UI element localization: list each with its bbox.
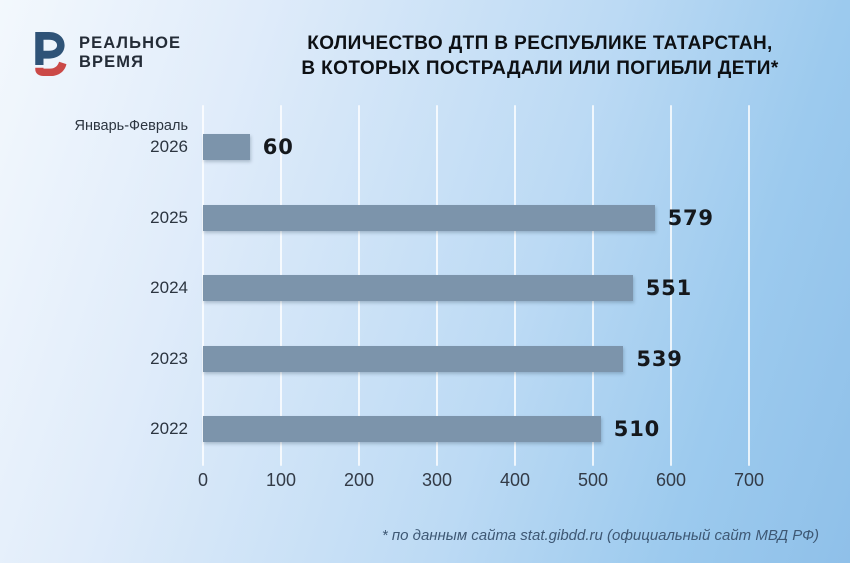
gridline-700 [748,105,750,466]
category-note: Январь-Февраль [74,118,188,134]
category-year: 2023 [150,348,188,368]
category-year: 2025 [150,207,188,227]
bar-value-label: 539 [636,346,683,371]
x-tick-label-100: 100 [265,470,297,490]
x-tick-label-400: 400 [499,470,531,490]
category-label: 2023 [20,346,188,372]
brand-name-line1: РЕАЛЬНОЕ [79,34,182,52]
chart-title-line2: В КОТОРЫХ ПОСТРАДАЛИ ИЛИ ПОГИБЛИ ДЕТИ* [301,58,779,79]
category-label: 2024 [20,275,188,301]
x-tick-label-600: 600 [655,470,687,490]
logo-letter-red [35,61,67,76]
bar-2024 [203,275,633,302]
category-label: 2022 [20,416,188,442]
x-tick-label-500: 500 [577,470,609,490]
category-label: 2026 Январь-Февраль [20,118,188,160]
x-tick-label-700: 700 [733,470,765,490]
brand-name: РЕАЛЬНОЕ ВРЕМЯ [79,29,181,72]
bar-2026 [203,134,250,160]
chart-title-line1: КОЛИЧЕСТВО ДТП В РЕСПУБЛИКЕ ТАТАРСТАН, [307,33,773,54]
category-year: 2022 [150,419,188,439]
bar-value-label: 551 [645,276,693,301]
source-footnote: * по данным сайта stat.gibdd.ru (официал… [381,527,819,544]
bar-value-label: 510 [613,417,661,442]
logo-letter-blue [35,32,65,65]
chart-title: КОЛИЧЕСТВО ДТП В РЕСПУБЛИКЕ ТАТАРСТАН, В… [262,31,818,81]
category-label: 2025 [20,205,188,231]
brand-logo: РЕАЛЬНОЕ ВРЕМЯ [27,29,181,79]
brand-logo-icon [35,32,67,76]
x-tick-label-200: 200 [343,470,375,490]
bar-2023 [203,345,624,372]
category-year: 2026 [150,137,188,156]
bar-value-label: 60 [262,135,294,159]
category-year: 2024 [150,278,188,298]
brand-name-line2: ВРЕМЯ [79,53,145,71]
gridline-600 [670,105,672,466]
bar-2025 [203,204,655,231]
x-tick-label-0: 0 [197,470,208,490]
bar-2022 [203,416,601,443]
bar-value-label: 579 [667,205,714,230]
x-tick-label-300: 300 [421,470,453,490]
